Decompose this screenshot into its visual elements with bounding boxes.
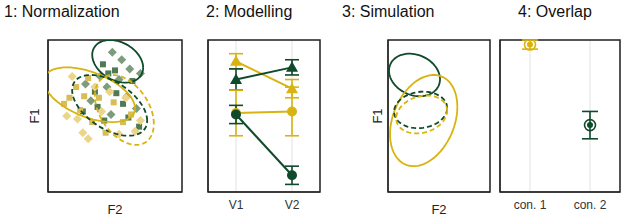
html-text:3: Simulation: 3: Simulation: [342, 3, 435, 20]
svg-text:con. 1: con. 1: [514, 198, 547, 212]
svg-text:F1: F1: [27, 108, 42, 123]
svg-text:F2: F2: [431, 202, 446, 216]
html-text:2: Modelling: 2: Modelling: [206, 3, 293, 20]
svg-text:F1: F1: [370, 108, 385, 123]
html-text:1: Normalization: 1: Normalization: [4, 3, 120, 20]
html-text:4: Overlap: 4: Overlap: [518, 3, 592, 20]
svg-text:con. 2: con. 2: [574, 198, 607, 212]
svg-text:F2: F2: [107, 202, 122, 216]
svg-text:V1: V1: [229, 198, 244, 212]
svg-text:V2: V2: [285, 198, 300, 212]
